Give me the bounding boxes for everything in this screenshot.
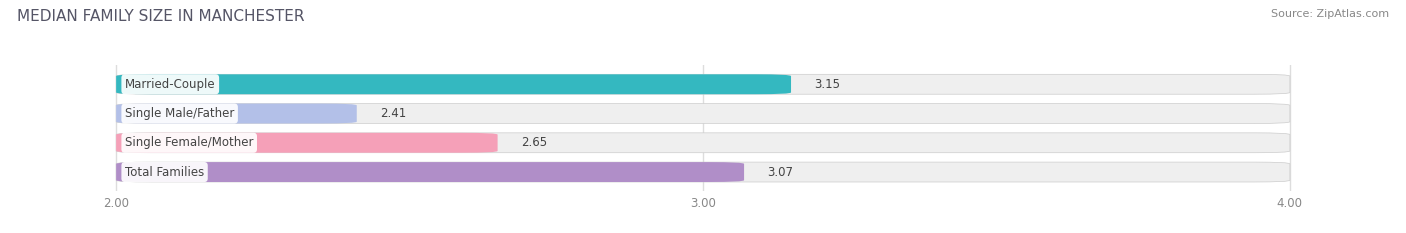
FancyBboxPatch shape <box>117 74 792 94</box>
Text: 3.15: 3.15 <box>814 78 841 91</box>
Text: 2.65: 2.65 <box>522 136 547 149</box>
Text: Single Female/Mother: Single Female/Mother <box>125 136 253 149</box>
Text: MEDIAN FAMILY SIZE IN MANCHESTER: MEDIAN FAMILY SIZE IN MANCHESTER <box>17 9 304 24</box>
FancyBboxPatch shape <box>117 162 1289 182</box>
FancyBboxPatch shape <box>117 74 1289 94</box>
Text: Single Male/Father: Single Male/Father <box>125 107 235 120</box>
Text: Source: ZipAtlas.com: Source: ZipAtlas.com <box>1271 9 1389 19</box>
FancyBboxPatch shape <box>117 104 357 123</box>
Text: Married-Couple: Married-Couple <box>125 78 215 91</box>
FancyBboxPatch shape <box>117 104 1289 123</box>
Text: Total Families: Total Families <box>125 165 204 178</box>
FancyBboxPatch shape <box>117 133 1289 153</box>
Text: 2.41: 2.41 <box>380 107 406 120</box>
FancyBboxPatch shape <box>117 133 498 153</box>
Text: 3.07: 3.07 <box>768 165 793 178</box>
FancyBboxPatch shape <box>117 162 744 182</box>
